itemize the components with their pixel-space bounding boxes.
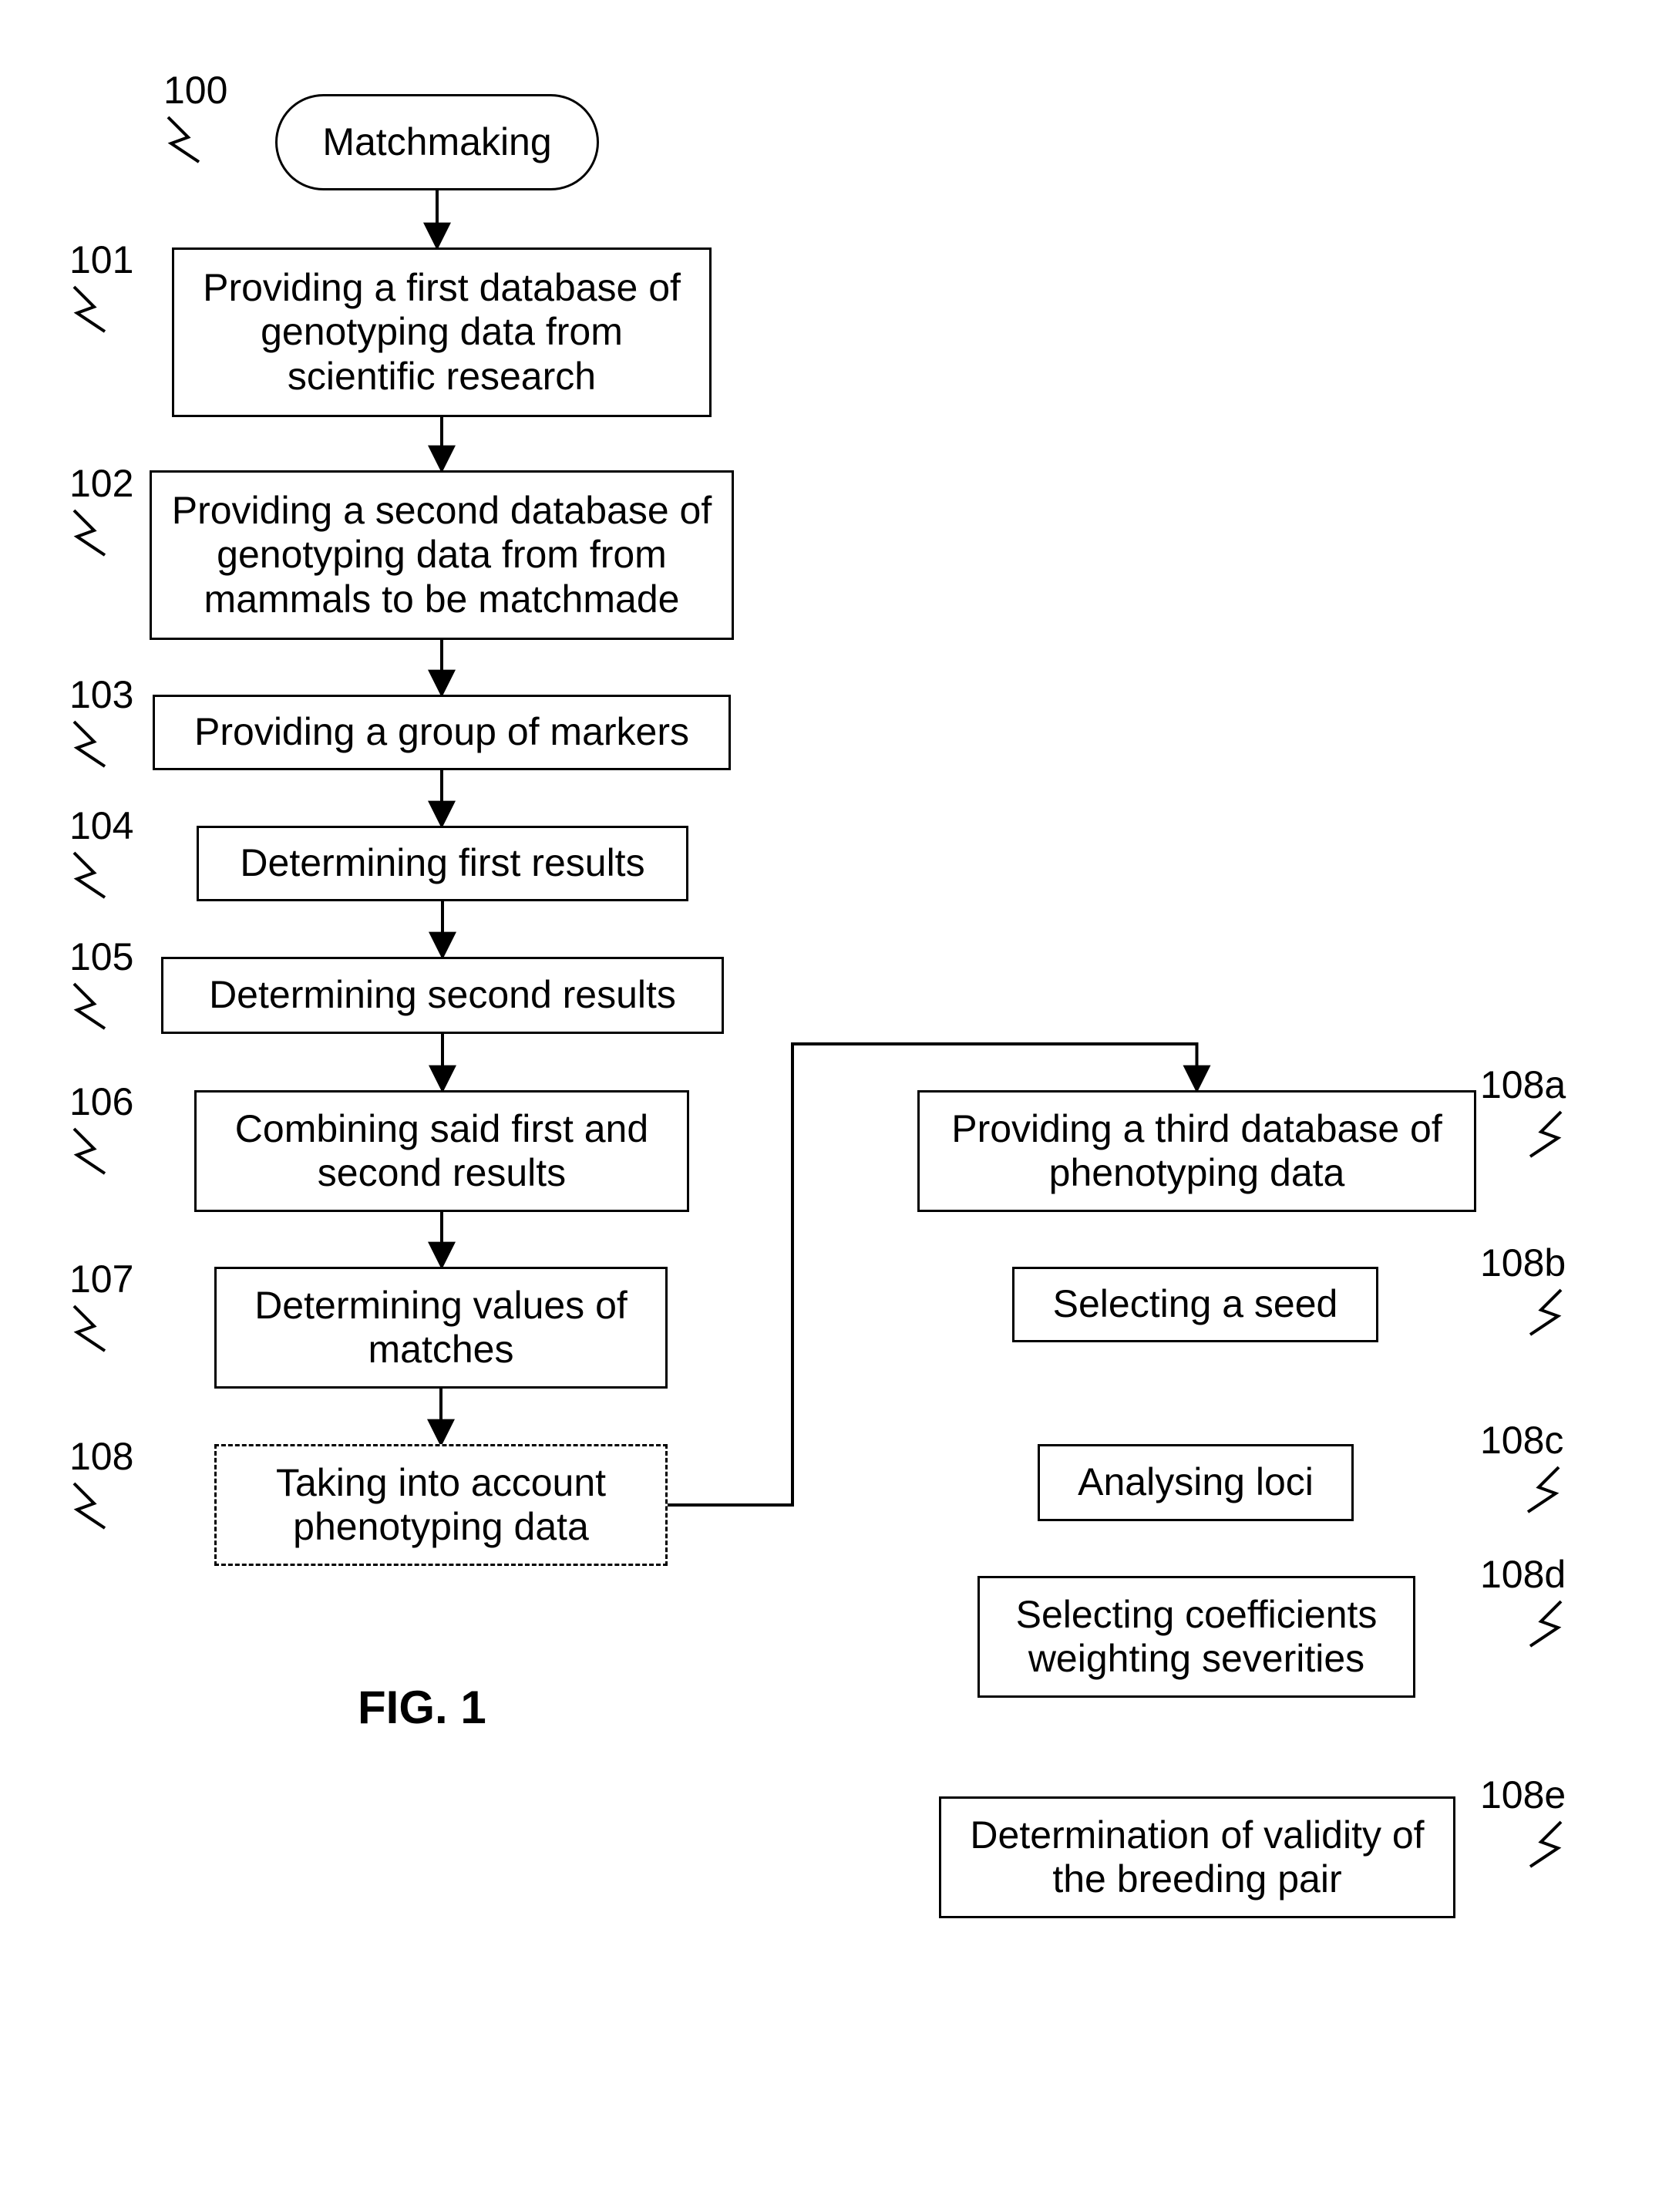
label-105: 105: [69, 934, 133, 1033]
node-104: Determining first results: [197, 826, 688, 901]
node-100: Matchmaking: [275, 94, 599, 190]
label-100: 100: [163, 68, 227, 167]
node-108c: Analysing loci: [1038, 1444, 1354, 1521]
label-103: 103: [69, 672, 133, 771]
flowchart-canvas: FIG. 1 Matchmaking 100 Providing a first d…: [0, 0, 1679, 2212]
label-108: 108: [69, 1434, 133, 1533]
node-103: Providing a group of markers: [153, 695, 731, 770]
label-104: 104: [69, 803, 133, 902]
node-108d: Selecting coefficients weighting severit…: [977, 1576, 1415, 1698]
node-106: Combining said first and second results: [194, 1090, 689, 1212]
node-105: Determining second results: [161, 957, 724, 1034]
label-102: 102: [69, 461, 133, 560]
node-102: Providing a second database of genotypin…: [150, 470, 734, 640]
label-101: 101: [69, 237, 133, 336]
label-108a: 108a: [1480, 1062, 1566, 1161]
label-108e: 108e: [1480, 1773, 1566, 1871]
label-107: 107: [69, 1257, 133, 1355]
figure-caption: FIG. 1: [358, 1681, 486, 1734]
node-108e: Determination of validity of the breedin…: [939, 1796, 1455, 1918]
node-108: Taking into account phenotyping data: [214, 1444, 668, 1566]
node-108a: Providing a third database of phenotypin…: [917, 1090, 1476, 1212]
label-108d: 108d: [1480, 1552, 1566, 1651]
node-108b: Selecting a seed: [1012, 1267, 1378, 1342]
label-106: 106: [69, 1079, 133, 1178]
label-108c: 108c: [1480, 1418, 1563, 1517]
label-108b: 108b: [1480, 1241, 1566, 1339]
node-107: Determining values of matches: [214, 1267, 668, 1389]
node-101: Providing a first database of genotyping…: [172, 247, 712, 417]
